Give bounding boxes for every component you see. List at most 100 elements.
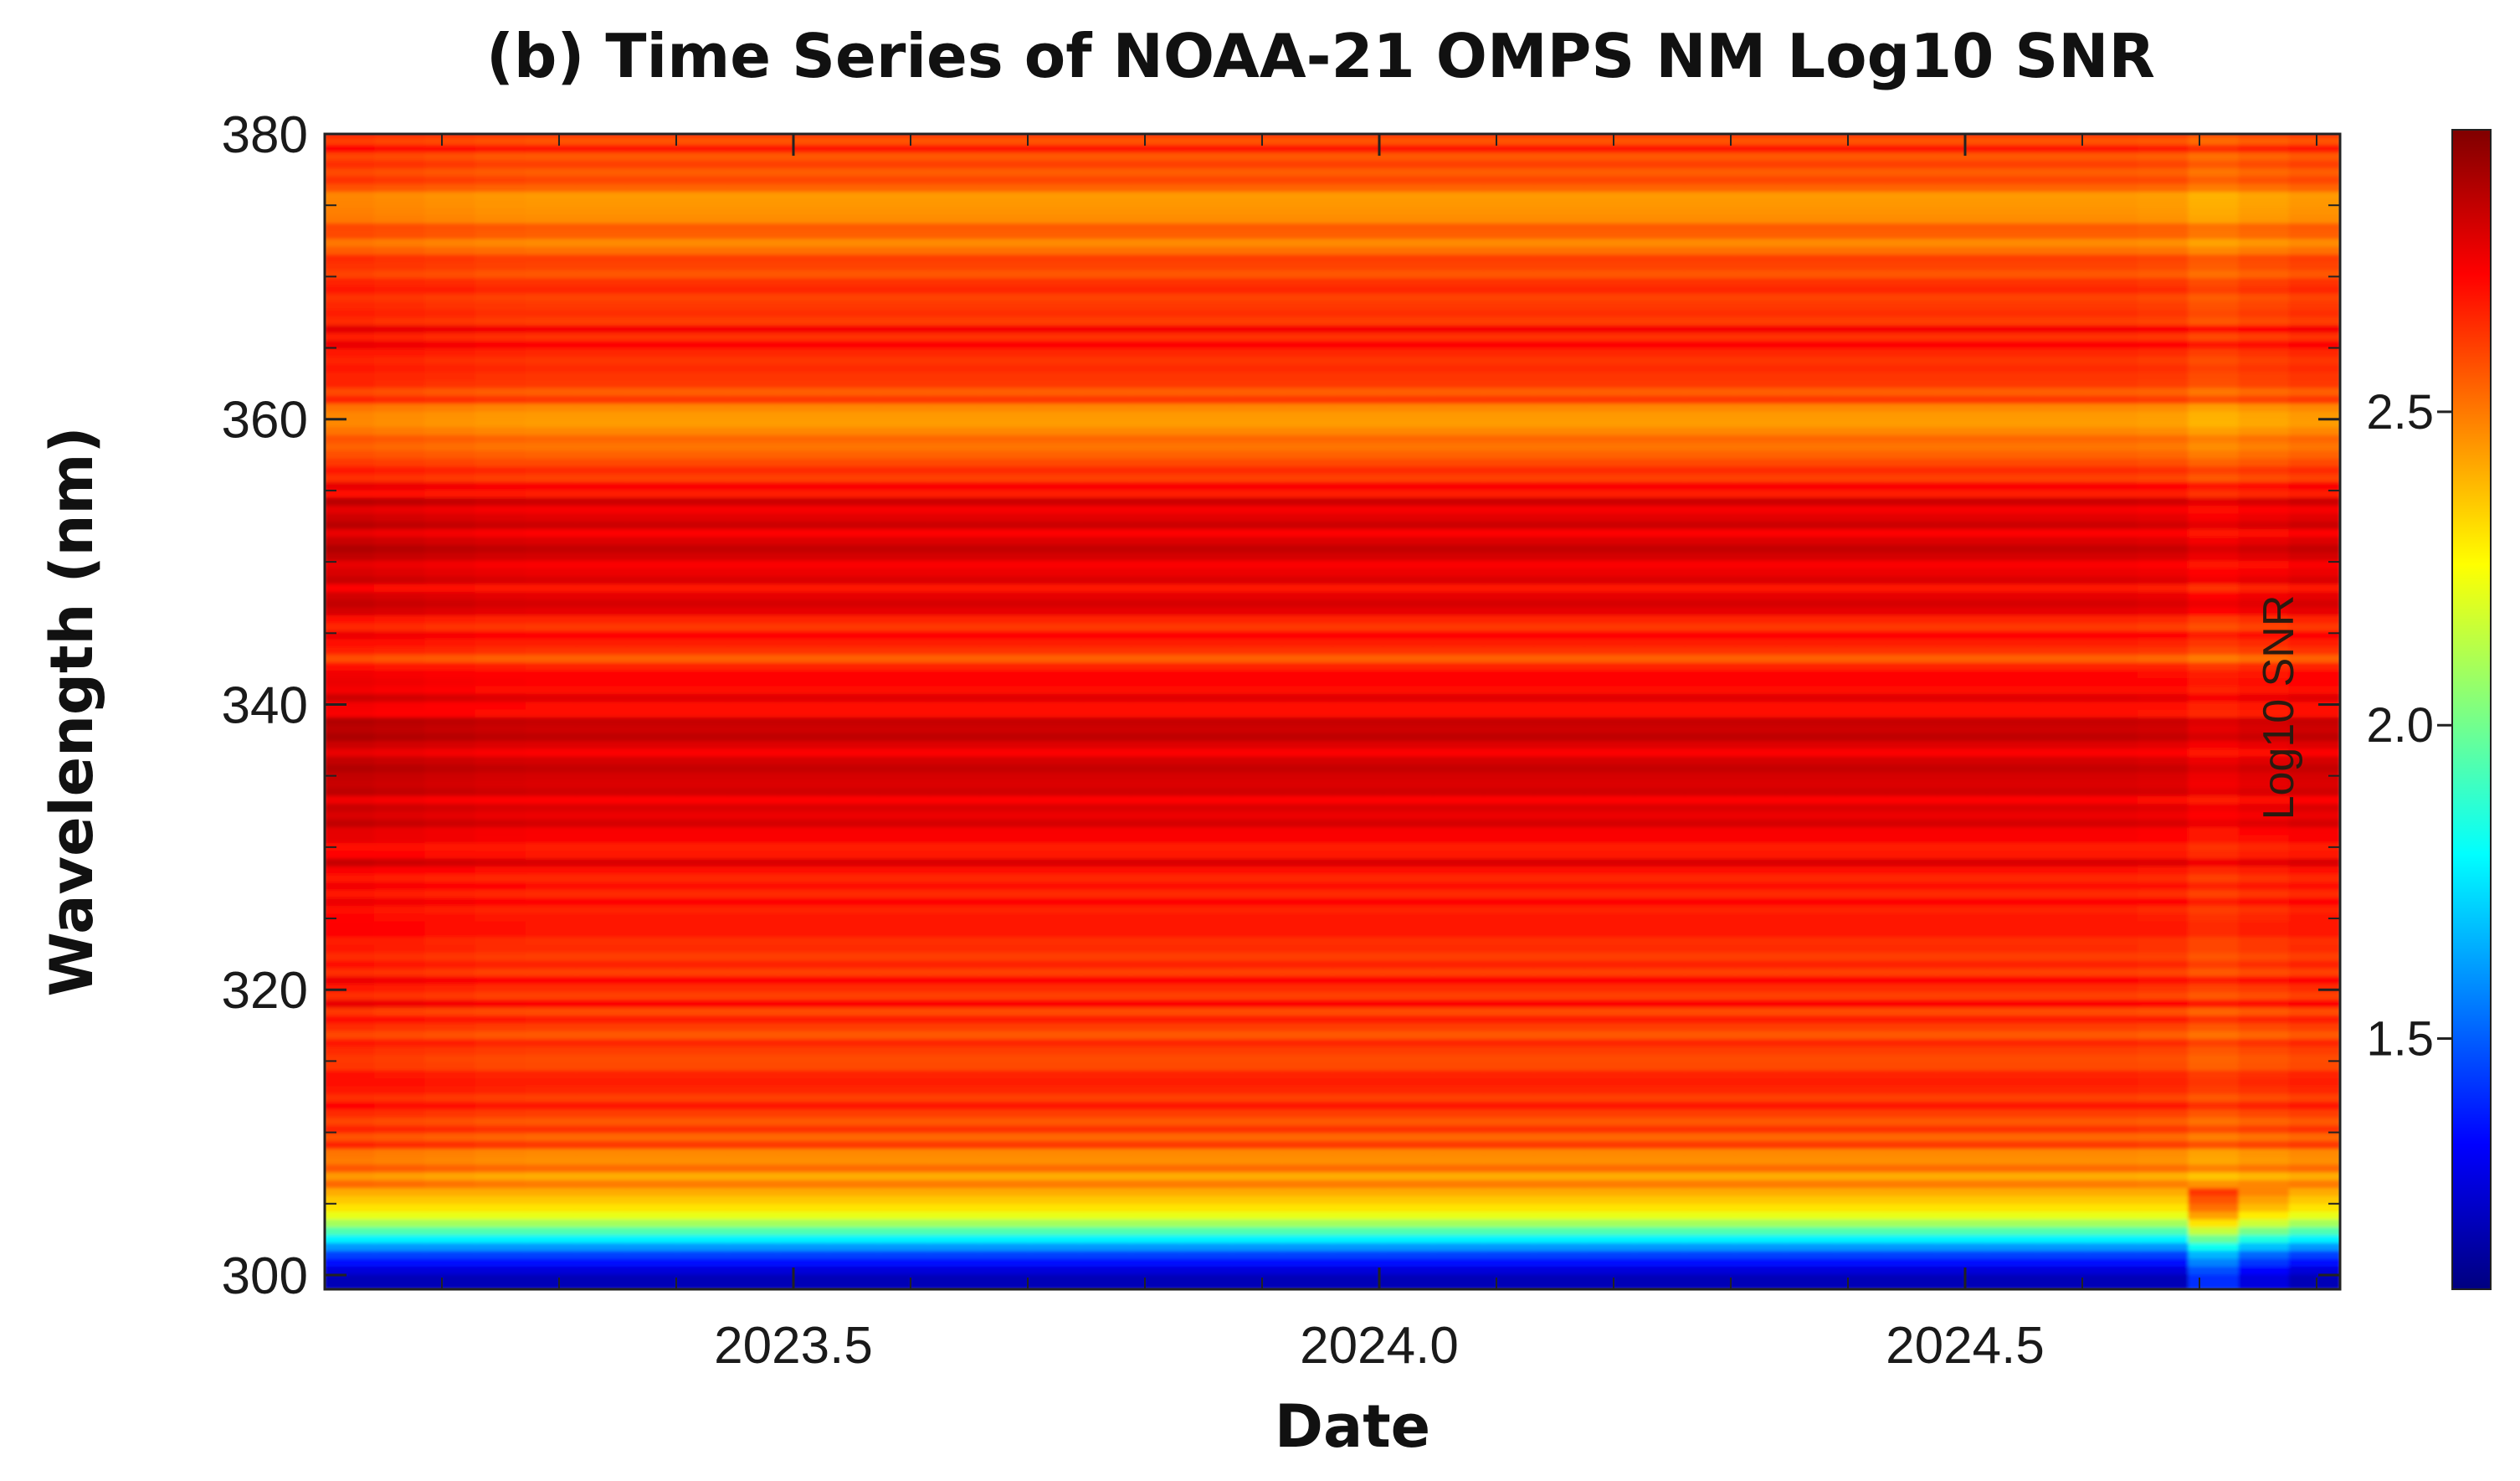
heatmap-cell <box>1734 566 1787 577</box>
heatmap-cell <box>626 370 679 381</box>
heatmap-cell <box>576 1084 629 1094</box>
heatmap-cell <box>1281 1194 1333 1204</box>
heatmap-cell <box>1684 849 1737 859</box>
heatmap-cell <box>1281 417 1333 428</box>
heatmap-cell <box>878 417 931 428</box>
heatmap-cell <box>626 1257 679 1267</box>
heatmap-cell <box>1180 488 1233 498</box>
heatmap-cell <box>1936 1273 1989 1283</box>
heatmap-cell <box>878 1029 931 1040</box>
heatmap-cell <box>878 928 931 938</box>
heatmap-cell <box>1130 943 1183 954</box>
heatmap-cell <box>1734 1029 1787 1040</box>
heatmap-cell <box>726 1217 779 1228</box>
heatmap-cell <box>424 966 477 977</box>
heatmap-cell <box>1382 307 1435 318</box>
heatmap-cell <box>828 323 880 333</box>
heatmap-cell <box>626 637 679 647</box>
heatmap-cell <box>475 590 527 600</box>
heatmap-cell <box>424 1170 477 1180</box>
heatmap-cell <box>1886 551 1938 561</box>
heatmap-cell <box>2087 959 2140 969</box>
heatmap-cell <box>828 598 880 608</box>
heatmap-cell <box>2188 802 2240 812</box>
heatmap-cell <box>1281 896 1333 906</box>
heatmap-cell <box>928 1037 981 1047</box>
heatmap-cell <box>475 465 527 475</box>
heatmap-cell <box>726 974 779 985</box>
heatmap-cell <box>424 1045 477 1055</box>
heatmap-cell <box>1634 1154 1686 1165</box>
heatmap-cell <box>325 1021 377 1031</box>
heatmap-cell <box>1583 1280 1636 1289</box>
heatmap-cell <box>1532 1186 1585 1196</box>
heatmap-cell <box>1432 974 1485 985</box>
heatmap-cell <box>2138 794 2190 805</box>
heatmap-cell <box>726 990 779 1000</box>
heatmap-cell <box>1382 535 1435 545</box>
heatmap-cell <box>2238 896 2291 906</box>
heatmap-cell <box>1886 966 1938 977</box>
heatmap-cell <box>2288 684 2340 694</box>
heatmap-cell <box>1835 747 1888 757</box>
heatmap-cell <box>1734 621 1787 631</box>
heatmap-cell <box>424 825 477 836</box>
heatmap-cell <box>777 794 829 805</box>
heatmap-cell <box>777 574 829 584</box>
heatmap-cell <box>878 307 931 318</box>
heatmap-cell <box>1835 1264 1888 1275</box>
heatmap-cell <box>1684 1021 1737 1031</box>
heatmap-cell <box>1029 817 1081 828</box>
heatmap-cell <box>2087 707 2140 717</box>
heatmap-cell <box>1432 465 1485 475</box>
heatmap-cell <box>475 865 527 875</box>
heatmap-cell <box>978 935 1031 945</box>
heatmap-cell <box>2138 590 2190 600</box>
heatmap-cell <box>1936 990 1989 1000</box>
heatmap-cell <box>1180 707 1233 717</box>
heatmap-cell <box>777 833 829 843</box>
heatmap-cell <box>1281 723 1333 733</box>
heatmap-cell <box>1080 1052 1132 1063</box>
heatmap-cell <box>1230 903 1283 914</box>
heatmap-cell <box>1080 504 1132 514</box>
heatmap-cell <box>1029 1021 1081 1031</box>
heatmap-cell <box>2288 637 2340 647</box>
heatmap-cell <box>726 943 779 954</box>
heatmap-cell <box>1986 1210 2039 1220</box>
heatmap-cell <box>1130 417 1183 428</box>
heatmap-cell <box>1180 645 1233 655</box>
heatmap-cell <box>878 825 931 836</box>
heatmap-cell <box>325 1124 377 1134</box>
heatmap-cell <box>1281 1201 1333 1212</box>
heatmap-cell <box>676 668 729 679</box>
heatmap-cell <box>726 998 779 1008</box>
heatmap-cell <box>676 1194 729 1204</box>
heatmap-cell <box>1734 1037 1787 1047</box>
heatmap-cell <box>1684 1014 1737 1024</box>
heatmap-cell <box>1734 1124 1787 1134</box>
heatmap-cell <box>1532 880 1585 891</box>
heatmap-cell <box>1532 1021 1585 1031</box>
heatmap-cell <box>978 598 1031 608</box>
heatmap-cell <box>1784 1021 1837 1031</box>
heatmap-cell <box>1835 1029 1888 1040</box>
heatmap-cell <box>2138 378 2190 388</box>
heatmap-cell <box>726 527 779 537</box>
heatmap-cell <box>2188 504 2240 514</box>
heatmap-cell <box>1332 707 1384 717</box>
heatmap-cell <box>1684 512 1737 522</box>
heatmap-cell <box>2036 943 2089 954</box>
heatmap-cell <box>2238 716 2291 726</box>
heatmap-cell <box>1482 472 1535 482</box>
heatmap-cell <box>1230 707 1283 717</box>
heatmap-cell <box>1281 480 1333 491</box>
heatmap-cell <box>1936 621 1989 631</box>
heatmap-cell <box>374 1077 427 1087</box>
heatmap-cell <box>1029 1154 1081 1165</box>
heatmap-cell <box>1986 794 2039 805</box>
heatmap-cell <box>576 1210 629 1220</box>
heatmap-cell <box>676 614 729 624</box>
heatmap-cell <box>1886 692 1938 702</box>
heatmap-cell <box>2188 998 2240 1008</box>
